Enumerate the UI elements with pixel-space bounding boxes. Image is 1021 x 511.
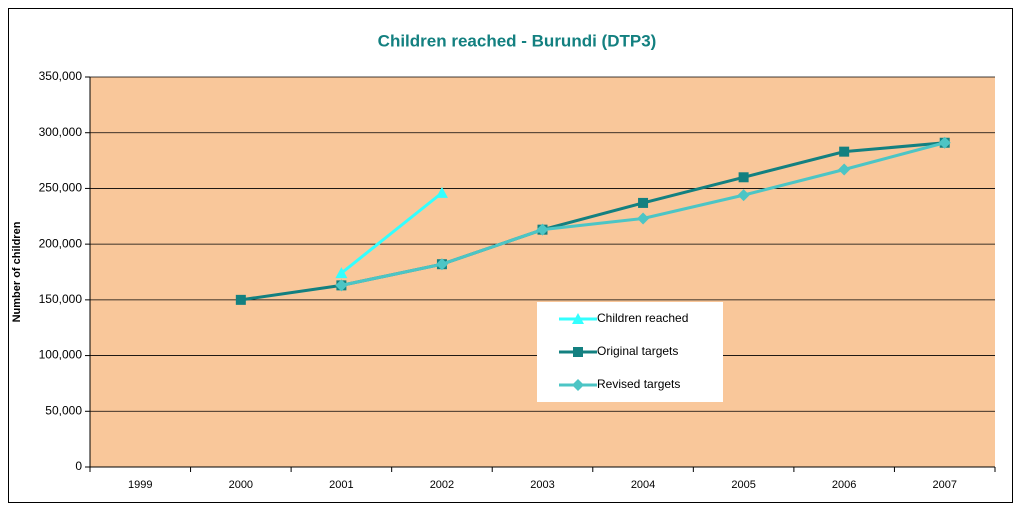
marker: [335, 267, 348, 279]
marker: [839, 146, 850, 157]
y-tick-label: 350,000: [39, 69, 83, 83]
y-tick-label: 100,000: [39, 348, 83, 362]
marker: [435, 258, 448, 271]
x-tick-label: 2006: [832, 479, 856, 491]
marker: [235, 294, 246, 305]
x-tick-label: 2007: [932, 479, 956, 491]
marker: [938, 136, 951, 149]
x-tick-label: 2004: [631, 479, 655, 491]
marker: [335, 279, 348, 292]
x-tick-label: 2005: [731, 479, 755, 491]
marker: [572, 379, 584, 391]
marker: [838, 163, 851, 176]
y-axis-label: Number of children: [11, 221, 23, 322]
legend-label: Children reached: [597, 311, 688, 325]
y-tick-label: 150,000: [39, 292, 83, 306]
x-tick-label: 1999: [128, 479, 152, 491]
marker: [738, 172, 749, 183]
y-tick-label: 0: [75, 459, 82, 473]
x-tick-label: 2001: [329, 479, 353, 491]
y-tick-label: 50,000: [45, 403, 82, 417]
series-line: [340, 191, 443, 275]
marker: [573, 347, 583, 357]
marker: [536, 223, 549, 236]
plot-area: [90, 77, 995, 467]
legend-label: Revised targets: [597, 377, 680, 391]
marker: [435, 186, 448, 198]
legend-label: Original targets: [597, 344, 678, 358]
marker: [638, 197, 649, 208]
y-tick-label: 300,000: [39, 125, 83, 139]
marker: [637, 212, 650, 225]
x-tick-label: 2000: [229, 479, 253, 491]
marker: [737, 189, 750, 202]
chart-title: Children reached - Burundi (DTP3): [378, 31, 657, 50]
y-tick-label: 200,000: [39, 236, 83, 250]
x-tick-label: 2003: [530, 479, 554, 491]
y-tick-label: 250,000: [39, 181, 83, 195]
marker: [572, 313, 584, 324]
x-tick-label: 2002: [430, 479, 454, 491]
